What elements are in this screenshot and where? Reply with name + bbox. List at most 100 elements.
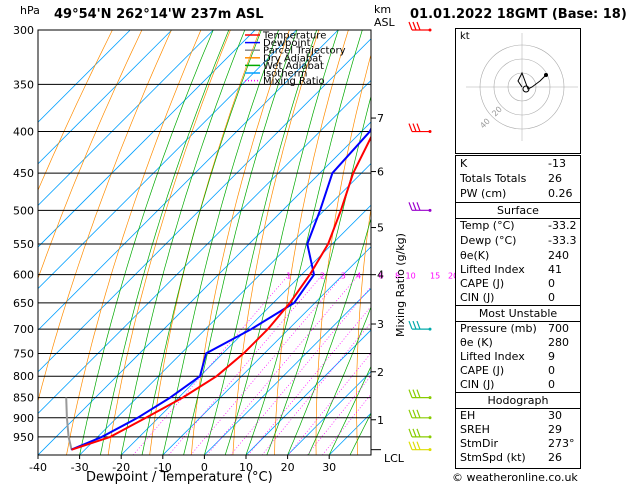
km-tick-label: 2 — [377, 366, 384, 379]
mixing-ratio-line — [168, 274, 323, 455]
hodograph-plot — [466, 33, 578, 141]
surface-key: Temp (°C) — [460, 219, 515, 232]
hodograph-trace — [517, 71, 547, 90]
mu-row: θe (K) 280 — [456, 336, 580, 351]
mu-row: Pressure (mb) 700 — [456, 322, 580, 337]
plot-frame — [37, 29, 372, 456]
mu-value: 9 — [548, 350, 555, 363]
pressure-tick-label: 300 — [13, 24, 34, 37]
index-value: 26 — [548, 172, 562, 185]
km-tick-label: 1 — [377, 414, 384, 427]
mu-key: CAPE (J) — [460, 364, 505, 377]
wind-barb — [408, 320, 432, 331]
x-axis-label: Dewpoint / Temperature (°C) — [86, 470, 273, 485]
km-tick-label: 4 — [377, 269, 384, 282]
isotherm-line — [38, 38, 371, 373]
temperature-tick-label: 10 — [239, 461, 253, 474]
wind-barb — [408, 21, 432, 32]
index-value: 0.26 — [548, 187, 573, 200]
location-title: 49°54'N 262°14'W 237m ASL — [54, 7, 264, 22]
dry-adiabat-line — [315, 53, 371, 455]
mixing-ratio-tick-label: 2 — [320, 272, 325, 281]
hodo-row: EH 30 — [456, 409, 580, 424]
wet-adiabat-line — [328, 365, 371, 455]
temperature-tick-label: -40 — [29, 461, 47, 474]
storm-motion-marker — [522, 85, 530, 93]
wind-barb — [408, 202, 432, 212]
pressure-tick-label: 600 — [13, 269, 34, 282]
mixing-ratio-line — [287, 352, 371, 455]
surface-row: CAPE (J) 0 — [456, 277, 580, 292]
surface-row: CIN (J) 0 — [456, 291, 580, 306]
dry-adiabat-line — [107, 30, 231, 455]
pressure-tick-label: 950 — [13, 431, 34, 444]
surface-title: Surface — [497, 204, 539, 217]
index-row: Totals Totals 26 — [456, 172, 580, 187]
isotherm-line — [120, 204, 371, 455]
wet-adiabat-line — [224, 30, 339, 455]
surface-key: CAPE (J) — [460, 277, 505, 290]
km-tick-label: 5 — [377, 222, 384, 235]
wet-adiabat-line — [204, 30, 318, 455]
hodo-row: StmDir 273° — [456, 437, 580, 452]
copyright-text: © weatheronline.co.uk — [452, 471, 578, 484]
surface-value: -33.3 — [548, 234, 577, 247]
mu-value: 0 — [548, 378, 555, 391]
mu-value: 700 — [548, 322, 569, 335]
mu-key: Pressure (mb) — [460, 322, 537, 335]
mu-row: CIN (J) 0 — [456, 378, 580, 393]
hodo-key: EH — [460, 409, 476, 422]
index-key: K — [460, 157, 468, 170]
surface-value: -33.2 — [548, 219, 577, 232]
surface-row: Lifted Index 41 — [456, 263, 580, 278]
legend-label: Wet Adiabat — [263, 61, 324, 72]
hodo-value: 29 — [548, 423, 562, 436]
surface-value: 0 — [548, 291, 555, 304]
hodo-value: 26 — [548, 451, 562, 464]
hodograph-table-title: Hodograph — [487, 394, 549, 407]
isotherm-line — [162, 246, 371, 455]
mixing-ratio-tick-label: 8 — [395, 272, 400, 281]
mu-row: Lifted Index 9 — [456, 350, 580, 365]
most-unstable-table: Most Unstable Pressure (mb) 700 θe (K) 280… — [455, 305, 581, 395]
isotherm-line — [38, 30, 214, 206]
temperature-line — [71, 135, 371, 451]
dry-adiabat-line — [274, 30, 349, 455]
asl-label: ASL — [374, 16, 395, 29]
wet-adiabat-line — [141, 30, 262, 455]
surface-key: Lifted Index — [460, 263, 525, 276]
hodograph-table: Hodograph EH 30 SREH 29 StmDir 273° StmSpd … — [455, 392, 581, 469]
dry-adiabat-line — [149, 30, 261, 455]
index-row: K -13 — [456, 157, 580, 172]
mu-row: CAPE (J) 0 — [456, 364, 580, 379]
hodograph-kt-label: kt — [460, 31, 470, 42]
index-row: PW (cm) 0.26 — [456, 187, 580, 202]
dewpoint-line — [70, 126, 371, 451]
temperature-tick-label: -10 — [154, 461, 172, 474]
legend-label: Dry Adiabat — [263, 53, 322, 64]
dry-adiabat-line — [38, 30, 143, 280]
hpa-label: hPa — [20, 4, 40, 17]
hodo-value: 30 — [548, 409, 562, 422]
pressure-tick-label: 900 — [13, 412, 34, 425]
hodo-key: StmDir — [460, 437, 499, 450]
surface-key: Dewp (°C) — [460, 234, 517, 247]
mixing-ratio-tick-label: 15 — [430, 272, 440, 281]
pressure-tick-label: 550 — [13, 238, 34, 251]
isotherm-line — [38, 30, 131, 123]
pressure-tick-label: 850 — [13, 392, 34, 405]
index-key: Totals Totals — [460, 172, 527, 185]
datetime-title: 01.01.2022 18GMT (Base: 18) — [410, 7, 627, 22]
most-unstable-title: Most Unstable — [478, 307, 558, 320]
km-tick-label: 7 — [377, 112, 384, 125]
indices-table: K -13 Totals Totals 26 PW (cm) 0.26 — [455, 155, 581, 205]
isotherm-line — [38, 30, 339, 331]
legend-label: Temperature — [262, 31, 326, 42]
temperature-tick-label: 30 — [322, 461, 336, 474]
pressure-tick-label: 650 — [13, 297, 34, 310]
hodo-key: StmSpd (kt) — [460, 451, 526, 464]
pressure-tick-label: 700 — [13, 323, 34, 336]
temperature-tick-label: -20 — [112, 461, 130, 474]
hodo-row: StmSpd (kt) 26 — [456, 451, 580, 466]
pressure-tick-label: 750 — [13, 347, 34, 360]
